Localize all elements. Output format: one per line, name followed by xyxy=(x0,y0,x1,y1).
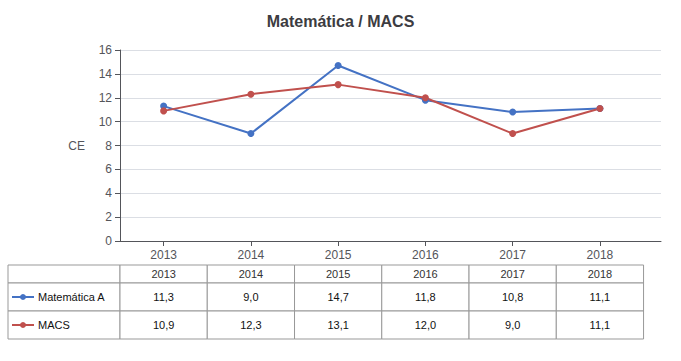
svg-text:14,7: 14,7 xyxy=(327,291,348,303)
svg-text:10,9: 10,9 xyxy=(153,319,174,331)
svg-text:11,1: 11,1 xyxy=(590,319,611,331)
svg-text:2016: 2016 xyxy=(413,268,437,280)
svg-text:2: 2 xyxy=(105,210,112,224)
svg-text:Matemática / MACS: Matemática / MACS xyxy=(267,13,415,30)
svg-text:2017: 2017 xyxy=(499,248,526,262)
svg-text:2015: 2015 xyxy=(325,248,352,262)
svg-text:Matemática A: Matemática A xyxy=(38,291,105,303)
svg-text:2016: 2016 xyxy=(412,248,439,262)
svg-text:11,8: 11,8 xyxy=(415,291,436,303)
svg-text:2018: 2018 xyxy=(587,248,614,262)
svg-text:9,0: 9,0 xyxy=(243,291,258,303)
svg-text:12,0: 12,0 xyxy=(415,319,436,331)
svg-text:MACS: MACS xyxy=(38,319,70,331)
svg-text:13,1: 13,1 xyxy=(327,319,348,331)
svg-text:12,3: 12,3 xyxy=(240,319,261,331)
svg-text:2013: 2013 xyxy=(150,248,177,262)
svg-text:CE: CE xyxy=(68,139,85,153)
svg-text:0: 0 xyxy=(105,234,112,248)
svg-text:2015: 2015 xyxy=(326,268,350,280)
svg-text:10,8: 10,8 xyxy=(502,291,523,303)
svg-text:4: 4 xyxy=(105,186,112,200)
svg-text:10: 10 xyxy=(99,115,113,129)
svg-text:12: 12 xyxy=(99,91,113,105)
svg-text:14: 14 xyxy=(99,67,113,81)
svg-text:16: 16 xyxy=(99,43,113,57)
svg-text:11,3: 11,3 xyxy=(153,291,174,303)
svg-text:2014: 2014 xyxy=(239,268,263,280)
svg-text:9,0: 9,0 xyxy=(505,319,520,331)
svg-text:2013: 2013 xyxy=(151,268,175,280)
svg-text:8: 8 xyxy=(105,139,112,153)
svg-text:2014: 2014 xyxy=(238,248,265,262)
svg-text:6: 6 xyxy=(105,162,112,176)
svg-text:2017: 2017 xyxy=(500,268,524,280)
svg-text:11,1: 11,1 xyxy=(590,291,611,303)
svg-text:2018: 2018 xyxy=(588,268,612,280)
